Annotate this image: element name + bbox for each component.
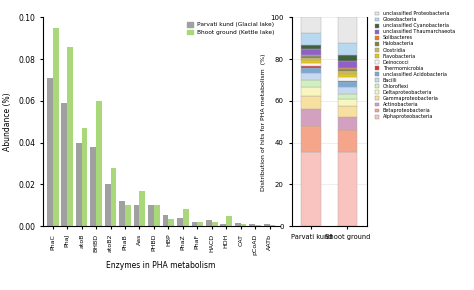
Bar	[301, 49, 321, 55]
Bar	[337, 99, 357, 106]
Bar	[270, 225, 275, 226]
Bar	[105, 184, 110, 226]
Bar	[301, 60, 321, 63]
Bar	[62, 103, 67, 226]
Bar	[154, 205, 160, 226]
Bar	[337, 130, 357, 152]
Bar	[191, 222, 197, 226]
Bar	[337, 77, 357, 81]
X-axis label: Enzymes in PHA metabolism: Enzymes in PHA metabolism	[107, 261, 216, 270]
Bar	[110, 168, 116, 226]
Bar	[337, 43, 357, 55]
Bar	[337, 68, 357, 69]
Bar	[301, 56, 321, 58]
Bar	[91, 147, 96, 226]
Bar	[47, 78, 53, 226]
Bar	[212, 222, 218, 226]
Bar	[301, 73, 321, 80]
Bar	[53, 28, 59, 226]
Bar	[183, 209, 189, 226]
Bar	[301, 17, 321, 33]
Bar	[139, 191, 145, 226]
Bar	[337, 74, 357, 77]
Bar	[125, 205, 131, 226]
Bar	[220, 224, 226, 226]
Bar	[301, 80, 321, 87]
Bar	[337, 55, 357, 61]
Bar	[264, 224, 270, 226]
Bar	[301, 126, 321, 152]
Bar	[301, 87, 321, 96]
Bar	[82, 128, 88, 226]
Y-axis label: Abundance (%): Abundance (%)	[3, 93, 12, 151]
Bar	[255, 225, 261, 226]
Bar	[337, 61, 357, 68]
Bar	[177, 218, 183, 226]
Bar	[119, 201, 125, 226]
Bar	[301, 58, 321, 60]
Legend: unclassified Proteobacteria, Gloeobacteria, unclassified Cyanobacteria, unclassi: unclassified Proteobacteria, Gloeobacter…	[374, 11, 455, 119]
Legend: Parvati kund (Glacial lake), Bhoot ground (Kettle lake): Parvati kund (Glacial lake), Bhoot groun…	[185, 20, 277, 37]
Bar	[337, 94, 357, 99]
Bar	[337, 87, 357, 94]
Bar	[96, 101, 102, 226]
Bar	[301, 68, 321, 73]
Bar	[301, 55, 321, 56]
Y-axis label: Distribution of hits for PHA metabolism  (%): Distribution of hits for PHA metabolism …	[261, 53, 266, 191]
Bar	[337, 69, 357, 71]
Bar	[301, 152, 321, 226]
Bar	[337, 152, 357, 226]
Bar	[163, 215, 168, 226]
Bar	[301, 63, 321, 66]
Bar	[241, 224, 246, 226]
Bar	[337, 17, 357, 43]
Bar	[197, 222, 203, 226]
Bar	[226, 216, 232, 226]
Bar	[337, 106, 357, 117]
Bar	[301, 33, 321, 45]
Bar	[337, 81, 357, 82]
Bar	[249, 224, 255, 226]
Bar	[76, 143, 82, 226]
Bar	[337, 82, 357, 87]
Bar	[168, 219, 174, 226]
Bar	[337, 71, 357, 74]
Bar	[148, 205, 154, 226]
Bar	[235, 223, 241, 226]
Bar	[301, 96, 321, 109]
Bar	[134, 205, 139, 226]
Bar	[206, 220, 212, 226]
Bar	[301, 45, 321, 49]
Bar	[67, 47, 73, 226]
Bar	[337, 117, 357, 130]
Bar	[301, 109, 321, 126]
Bar	[301, 66, 321, 68]
